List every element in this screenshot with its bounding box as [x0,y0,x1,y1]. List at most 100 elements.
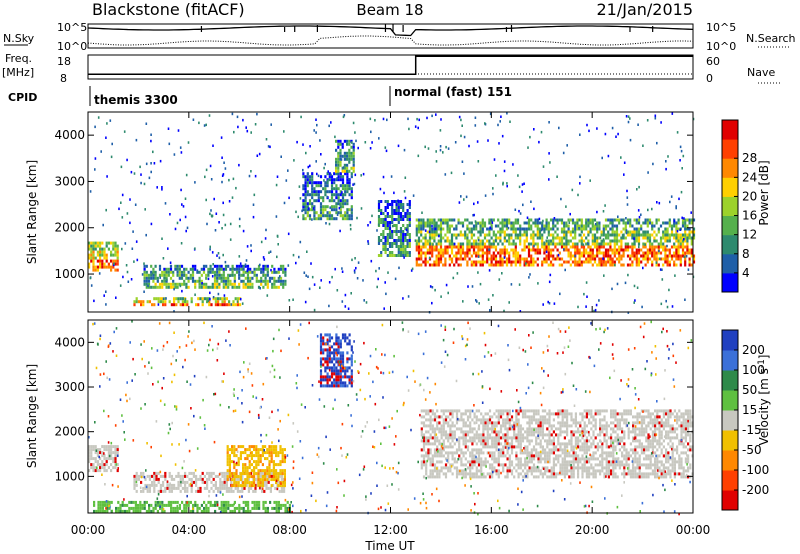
power-cell [486,233,489,237]
power-cell [224,285,228,289]
vel-cell [519,466,522,470]
power-cell [417,221,421,225]
power-cell [391,218,394,221]
power-cell [692,260,696,264]
vel-cell [442,418,445,422]
power-cell [140,303,143,307]
vel-cell [322,378,325,382]
power-cell [143,182,146,186]
colorbar-frame [721,119,739,293]
power-cell [657,242,660,246]
power-cell [110,265,113,269]
vel-cell [535,427,538,431]
power-cell [415,227,418,231]
power-cell [655,251,658,255]
power-cell [457,248,460,252]
power-cell [150,264,153,268]
power-cell [322,214,325,218]
vel-cell [440,409,443,413]
power-cell [653,239,656,243]
vel-cell [460,448,463,452]
vel-cell [105,469,108,473]
power-cell [503,256,506,259]
power-cell [333,217,336,221]
power-cell [571,242,575,246]
power-cell [244,270,247,274]
power-cell [134,203,137,206]
vel-cell [464,445,467,449]
vel-cell [319,372,323,376]
power-cell [114,268,117,272]
power-cell [492,294,494,297]
vel-cell [442,409,445,413]
vel-cell [433,433,437,437]
power-cell [662,236,665,240]
vel-cell [508,436,511,440]
vel-cell [223,471,226,475]
power-cell [470,242,473,246]
power-cell [624,248,627,252]
power-cell [388,236,392,239]
vel-cell [495,409,498,413]
vel-cell [348,333,351,337]
vel-cell [148,477,151,481]
power-cell [598,242,601,246]
power-cell [499,120,501,123]
power-cell [536,221,539,225]
vel-cell [140,480,143,484]
power-cell [565,245,568,249]
power-cell [178,270,181,274]
power-cell [151,303,154,307]
vel-cell [259,481,262,485]
power-cell [435,233,438,237]
power-cell [585,236,588,240]
power-cell [671,305,674,308]
power-cell [633,254,636,258]
power-cell [666,248,669,252]
vel-cell [502,451,505,455]
power-cell [522,203,524,207]
vel-cell [422,409,426,413]
vel-cell [97,509,100,513]
vel-cell [177,471,180,475]
vel-cell [433,463,437,467]
vel-cell [469,475,472,479]
power-cell [492,254,495,258]
vel-cell [480,448,483,452]
vel-cell [451,409,454,413]
power-cell [178,276,181,280]
colorbar-swatch [722,120,738,140]
power-cell [446,245,449,249]
vel-cell [460,457,463,461]
vel-cell [267,480,270,484]
vel-cell [255,448,258,452]
power-cell [461,124,463,127]
vel-cell [242,445,245,449]
power-cell [342,166,345,169]
power-cell [311,190,314,194]
vel-cell [462,472,465,476]
power-cell [626,254,630,258]
vel-cell [495,415,498,419]
vel-cell [168,483,171,487]
power-cell [89,276,92,280]
power-cell [337,139,340,143]
vel-cell [195,477,198,481]
power-cell [536,257,539,261]
power-cell [545,250,548,254]
vel-cell [275,500,278,504]
power-cell [609,263,612,267]
power-cell [346,172,349,176]
power-cell [227,279,230,283]
power-cell [331,275,333,279]
vel-cell [246,466,249,470]
power-cell [664,227,667,231]
power-cell [505,227,509,231]
power-cell [593,254,597,258]
power-cell [578,227,580,230]
power-cell [468,227,471,231]
vel-cell [170,509,173,513]
vel-cell [206,471,209,475]
power-cell [204,175,206,179]
vel-cell [257,478,260,482]
